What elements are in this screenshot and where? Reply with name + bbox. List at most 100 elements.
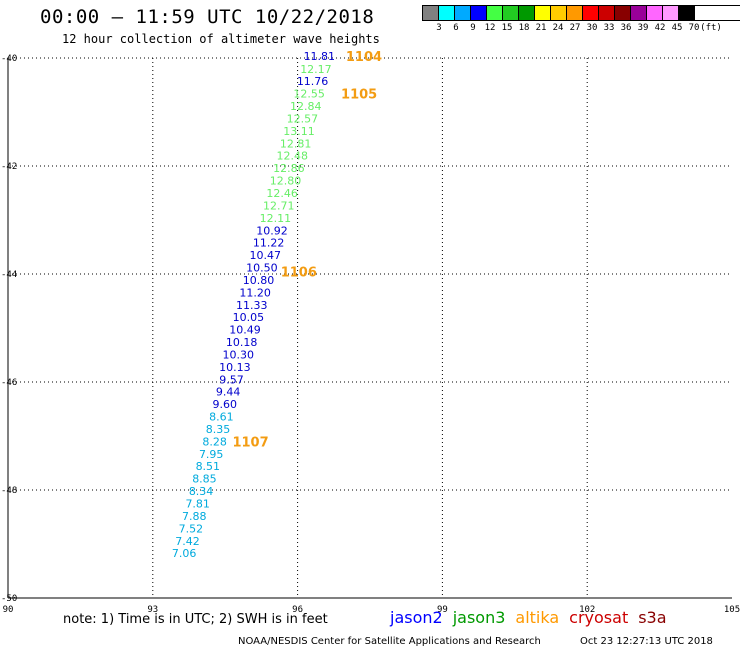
legend-label: 42 <box>654 23 666 33</box>
legend-swatch <box>455 6 471 20</box>
legend-label: 27 <box>569 23 581 33</box>
wave-height-label: 7.42 <box>175 535 200 548</box>
satellite-name-cryosat: cryosat <box>569 608 629 627</box>
legend-label: 15 <box>501 23 513 33</box>
legend-swatches <box>422 5 740 21</box>
footnote: note: 1) Time is in UTC; 2) SWH is in fe… <box>63 612 328 627</box>
legend-label: 9 <box>470 23 476 33</box>
legend-swatch <box>647 6 663 20</box>
wave-height-label: 8.34 <box>189 485 214 498</box>
wave-height-label: 12.17 <box>300 63 332 76</box>
satellite-name-s3a: s3a <box>638 608 667 627</box>
legend-label: 36 <box>620 23 632 33</box>
legend-swatch <box>519 6 535 20</box>
lat-tick-label: -46 <box>1 378 17 388</box>
wave-height-label: 11.76 <box>297 75 329 88</box>
wave-height-label: 8.85 <box>192 473 217 486</box>
lon-tick-label: 105 <box>724 605 740 615</box>
lat-tick-label: -44 <box>1 270 17 280</box>
legend-swatch <box>615 6 631 20</box>
wave-height-label: 10.92 <box>256 224 288 237</box>
legend-swatch <box>631 6 647 20</box>
legend-swatch <box>503 6 519 20</box>
legend-swatch <box>663 6 679 20</box>
wave-height-label: 12.84 <box>290 100 322 113</box>
legend-label: (ft) <box>700 23 722 33</box>
satellite-legend: jason2 jason3 altika cryosat s3a <box>390 608 677 627</box>
wave-height-label: 12.57 <box>287 112 319 125</box>
legend-label: 12 <box>484 23 496 33</box>
legend-swatch <box>567 6 583 20</box>
wave-height-label: 8.51 <box>196 460 221 473</box>
wave-height-label: 7.81 <box>185 498 210 511</box>
legend-swatch <box>471 6 487 20</box>
wave-height-label: 10.80 <box>243 274 275 287</box>
map-title: 00:00 – 11:59 UTC 10/22/2018 <box>40 6 375 28</box>
legend-label: 24 <box>552 23 564 33</box>
legend-label: 18 <box>518 23 530 33</box>
wave-height-label: 7.88 <box>182 510 207 523</box>
wave-height-label: 8.28 <box>202 435 227 448</box>
wave-height-label: 10.50 <box>246 262 278 275</box>
lon-tick-label: 99 <box>437 605 448 615</box>
credit-line: NOAA/NESDIS Center for Satellite Applica… <box>238 636 541 647</box>
wave-height-label: 10.05 <box>233 311 265 324</box>
legend-label: 70 <box>688 23 700 33</box>
wave-height-label: 13.11 <box>283 125 315 138</box>
wave-height-label: 12.46 <box>266 187 298 200</box>
legend-swatch <box>423 6 439 20</box>
wave-height-label: 12.55 <box>293 88 325 101</box>
orbit-number-label: 1105 <box>341 88 377 103</box>
lon-tick-label: 90 <box>3 605 14 615</box>
satellite-name-altika: altika <box>515 608 560 627</box>
lat-tick-label: -40 <box>1 54 17 64</box>
wave-height-label: 12.11 <box>260 212 292 225</box>
wave-height-label: 10.47 <box>250 249 282 262</box>
legend-swatch <box>439 6 455 20</box>
orbit-number-label: 1106 <box>281 265 317 280</box>
legend-label: 39 <box>637 23 649 33</box>
legend-swatch <box>599 6 615 20</box>
legend-labels: 3 6 9 12 15 18 21 24 27 30 33 36 39 42 45 70 (ft) <box>422 21 740 33</box>
legend-swatch <box>679 6 695 20</box>
wave-height-labels: 11.8112.1711.7612.5512.8412.5713.1112.81… <box>172 50 335 560</box>
wave-height-label: 10.18 <box>226 336 258 349</box>
generated-timestamp: Oct 23 12:27:13 UTC 2018 <box>580 636 713 647</box>
grid-lines <box>8 57 732 598</box>
lon-tick-label: 93 <box>147 605 158 615</box>
map-subtitle: 12 hour collection of altimeter wave hei… <box>62 32 380 46</box>
lat-tick-label: -48 <box>1 486 17 496</box>
wave-height-label: 12.48 <box>277 150 309 163</box>
legend-label: 3 <box>436 23 442 33</box>
wave-height-label: 12.71 <box>263 199 295 212</box>
orbit-labels: 1104 1105 1106 1107 <box>232 50 382 451</box>
legend-label: 33 <box>603 23 615 33</box>
wave-height-label: 10.13 <box>219 361 251 374</box>
wave-height-label: 11.33 <box>236 299 268 312</box>
orbit-number-label: 1104 <box>346 50 382 65</box>
orbit-number-label: 1107 <box>232 435 268 450</box>
wave-height-label: 10.49 <box>229 324 261 337</box>
axis-ticks: 90 93 96 99 102 105 -40 -42 -44 -46 -48 -50 <box>1 54 740 615</box>
wave-height-label: 11.22 <box>253 237 285 250</box>
lat-tick-label: -42 <box>1 162 17 172</box>
wave-height-label: 12.86 <box>273 162 305 175</box>
satellite-name-jason3: jason3 <box>452 608 506 627</box>
wave-height-label: 8.35 <box>206 423 231 436</box>
wave-height-label: 11.81 <box>304 50 336 63</box>
legend-swatch <box>583 6 599 20</box>
plot-frame <box>7 58 732 599</box>
legend-swatch <box>535 6 551 20</box>
legend-swatch <box>487 6 503 20</box>
legend-label: 21 <box>535 23 547 33</box>
wave-height-label: 9.57 <box>219 373 244 386</box>
wave-height-label: 7.95 <box>199 448 224 461</box>
lon-tick-label: 102 <box>579 605 595 615</box>
wave-height-label: 7.06 <box>172 547 197 560</box>
satellite-name-jason2: jason2 <box>390 608 443 627</box>
wave-height-label: 12.81 <box>280 137 312 150</box>
color-legend: 3 6 9 12 15 18 21 24 27 30 33 36 39 42 45 70 (ft) <box>422 5 740 33</box>
legend-label: 6 <box>453 23 459 33</box>
